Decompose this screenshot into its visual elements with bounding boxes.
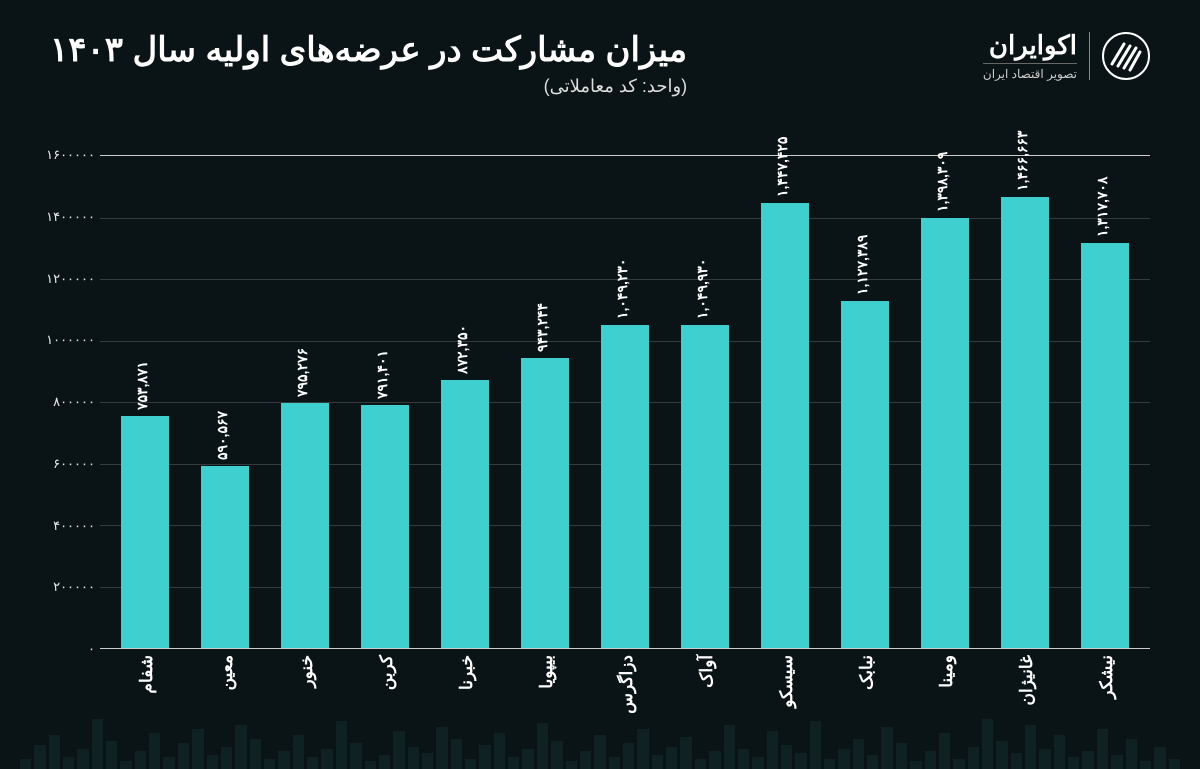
bar-column: ۷۹۱,۴۰۱ (345, 156, 425, 648)
bar-column: ۷۵۳,۸۷۱ (105, 156, 185, 648)
bar: ۵۹۰,۵۶۷ (201, 466, 249, 648)
bar-column: ۱,۰۴۹,۲۳۰ (585, 156, 665, 648)
bar-value-label: ۸۷۲,۳۵۰ (454, 325, 471, 374)
y-axis: ۰۲۰۰۰۰۰۴۰۰۰۰۰۶۰۰۰۰۰۸۰۰۰۰۰۱۰۰۰۰۰۰۱۲۰۰۰۰۰۱… (30, 155, 100, 649)
bar: ۱,۴۶۶,۶۶۳ (1001, 197, 1049, 648)
title-block: میزان مشارکت در عرضه‌های اولیه سال ۱۴۰۳ … (50, 30, 687, 97)
bar-column: ۸۷۲,۳۵۰ (425, 156, 505, 648)
brand-name: اکوایران (983, 30, 1077, 61)
brand-block: اکوایران تصویر اقتصاد ایران (983, 30, 1150, 81)
x-axis-label: خبرنا (425, 649, 505, 769)
x-axis-label: آواک (665, 649, 745, 769)
bar-value-label: ۷۵۳,۸۷۱ (134, 361, 151, 410)
bar-value-label: ۱,۴۴۷,۴۲۵ (774, 137, 791, 197)
bar-value-label: ۷۹۵,۲۷۶ (294, 348, 311, 397)
bar: ۷۵۳,۸۷۱ (121, 416, 169, 648)
bar-value-label: ۷۹۱,۴۰۱ (374, 350, 391, 399)
x-axis-label: بیپویا (505, 649, 585, 769)
bar-value-label: ۱,۴۶۶,۶۶۳ (1014, 131, 1031, 191)
bar-column: ۹۴۳,۲۴۴ (505, 156, 585, 648)
x-axis-label: غانیژان (985, 649, 1065, 769)
x-axis-label: شفام (105, 649, 185, 769)
bar: ۹۴۳,۲۴۴ (521, 358, 569, 648)
y-tick-label: ۰ (30, 641, 95, 657)
bar: ۸۷۲,۳۵۰ (441, 380, 489, 648)
chart-plot-area: ۷۵۳,۸۷۱ ۵۹۰,۵۶۷ ۷۹۵,۲۷۶ ۷۹۱,۴۰۱ ۸۷۲,۳۵۰ ۹۴۳,۲… (100, 155, 1150, 649)
bar-value-label: ۹۴۳,۲۴۴ (534, 303, 551, 352)
bar: ۷۹۱,۴۰۱ (361, 405, 409, 648)
bar: ۱,۴۴۷,۴۲۵ (761, 203, 809, 648)
bars-container: ۷۵۳,۸۷۱ ۵۹۰,۵۶۷ ۷۹۵,۲۷۶ ۷۹۱,۴۰۱ ۸۷۲,۳۵۰ ۹۴۳,۲… (100, 156, 1150, 648)
x-axis-label: نبابک (825, 649, 905, 769)
x-axis-label: کربن (345, 649, 425, 769)
bar: ۷۹۵,۲۷۶ (281, 403, 329, 648)
bar-column: ۱,۳۱۷,۷۰۸ (1065, 156, 1145, 648)
y-tick-label: ۴۰۰۰۰۰ (30, 518, 95, 534)
brand-divider (1089, 32, 1090, 80)
x-axis-label: دزاگرس (585, 649, 665, 769)
bar-value-label: ۱,۱۲۷,۳۸۹ (854, 235, 871, 295)
brand-tagline: تصویر اقتصاد ایران (983, 63, 1077, 81)
chart-title: میزان مشارکت در عرضه‌های اولیه سال ۱۴۰۳ (50, 30, 687, 70)
y-tick-label: ۱۴۰۰۰۰۰ (30, 209, 95, 225)
chart-subtitle: (واحد: کد معاملاتی) (50, 76, 687, 97)
y-tick-label: ۱۶۰۰۰۰۰ (30, 147, 95, 163)
bar-column: ۱,۴۶۶,۶۶۳ (985, 156, 1065, 648)
y-tick-label: ۶۰۰۰۰۰ (30, 456, 95, 472)
x-axis-labels: شفاممعینخنورکربنخبرنابیپویادزاگرسآواکسیس… (100, 649, 1150, 769)
bar-value-label: ۱,۳۱۷,۷۰۸ (1094, 176, 1111, 236)
x-axis-label: خنور (265, 649, 345, 769)
bar: ۱,۰۴۹,۲۳۰ (601, 325, 649, 648)
bar: ۱,۳۱۷,۷۰۸ (1081, 243, 1129, 648)
bar-value-label: ۵۹۰,۵۶۷ (214, 411, 231, 460)
bar-column: ۷۹۵,۲۷۶ (265, 156, 345, 648)
y-tick-label: ۱۰۰۰۰۰۰ (30, 332, 95, 348)
y-tick-label: ۸۰۰۰۰۰ (30, 394, 95, 410)
y-tick-label: ۲۰۰۰۰۰ (30, 579, 95, 595)
bar-column: ۱,۰۴۹,۹۳۰ (665, 156, 745, 648)
bar-value-label: ۱,۳۹۸,۳۰۹ (934, 152, 951, 212)
brand-logo-icon (1102, 32, 1150, 80)
bar-column: ۱,۴۴۷,۴۲۵ (745, 156, 825, 648)
bar: ۱,۳۹۸,۳۰۹ (921, 218, 969, 648)
x-axis-label: سیسکو (745, 649, 825, 769)
bar-column: ۱,۳۹۸,۳۰۹ (905, 156, 985, 648)
y-tick-label: ۱۲۰۰۰۰۰ (30, 271, 95, 287)
bar: ۱,۰۴۹,۹۳۰ (681, 325, 729, 648)
bar-column: ۵۹۰,۵۶۷ (185, 156, 265, 648)
x-axis-label: ومینا (905, 649, 985, 769)
x-axis-label: نیشکر (1065, 649, 1145, 769)
bar-value-label: ۱,۰۴۹,۹۳۰ (694, 259, 711, 319)
header: اکوایران تصویر اقتصاد ایران میزان مشارکت… (0, 0, 1200, 107)
bar-value-label: ۱,۰۴۹,۲۳۰ (614, 259, 631, 319)
bar-column: ۱,۱۲۷,۳۸۹ (825, 156, 905, 648)
x-axis-label: معین (185, 649, 265, 769)
bar: ۱,۱۲۷,۳۸۹ (841, 301, 889, 648)
